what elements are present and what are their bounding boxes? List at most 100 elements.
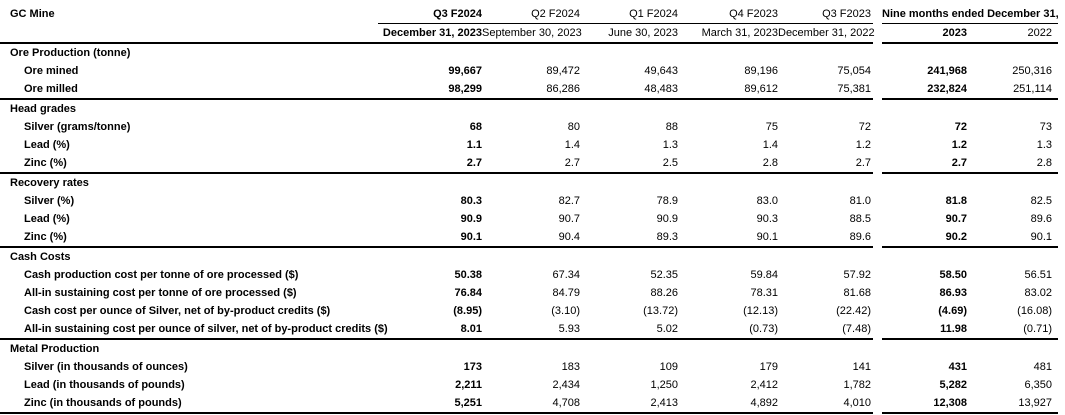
date-header: December 31, 2022 bbox=[778, 23, 875, 44]
cell-value: 67.34 bbox=[552, 269, 580, 281]
cell-value: 89,472 bbox=[546, 65, 580, 77]
date-header: June 30, 2023 bbox=[580, 23, 678, 44]
row-label: Lead (%) bbox=[24, 213, 70, 225]
column-gap bbox=[873, 266, 882, 284]
cell-value: 88 bbox=[665, 121, 678, 133]
column-gap bbox=[873, 376, 882, 394]
cell-value: 1.2 bbox=[855, 139, 871, 151]
section-header-row: Cash Costs bbox=[0, 247, 1058, 266]
cell-value: 84.79 bbox=[552, 287, 580, 299]
cell-value: 13,927 bbox=[967, 394, 1059, 414]
date-header: March 31, 2023 bbox=[678, 23, 778, 44]
column-gap bbox=[873, 358, 882, 376]
cell-value: 90.9 bbox=[460, 213, 482, 225]
section-label: Ore Production (tonne) bbox=[10, 47, 131, 59]
cell-value: 2.7 bbox=[482, 154, 580, 174]
cell-value: 72 bbox=[858, 121, 871, 133]
cell-value: 90.3 bbox=[756, 213, 778, 225]
period-header: Q4 F2023 bbox=[678, 4, 778, 24]
year-header: 2022 bbox=[967, 23, 1059, 44]
date-header: December 31, 2023 bbox=[378, 23, 482, 44]
column-gap bbox=[873, 136, 882, 154]
table-row: Zinc (%) 2.7 2.7 2.5 2.8 2.7 2.7 2.8 bbox=[0, 154, 1059, 174]
cell-value: (3.10) bbox=[551, 305, 580, 317]
cell-value: 2.7 bbox=[378, 154, 482, 174]
table-row: Zinc (%) 90.1 90.4 89.3 90.1 89.6 90.2 9… bbox=[0, 228, 1059, 248]
column-gap bbox=[873, 210, 882, 228]
cell-value: 1.3 bbox=[662, 139, 678, 151]
cell-value: 72 bbox=[954, 121, 967, 133]
cell-value: 48,483 bbox=[580, 80, 678, 100]
column-gap bbox=[873, 118, 882, 136]
cell-value: 89.6 bbox=[778, 228, 873, 248]
cell-value: 4,708 bbox=[482, 394, 580, 414]
row-label: Zinc (%) bbox=[0, 154, 378, 174]
cell-value: 89,612 bbox=[678, 80, 778, 100]
cell-value: 1.4 bbox=[564, 139, 580, 151]
section-label: Head grades bbox=[10, 103, 77, 115]
column-gap bbox=[873, 228, 882, 247]
cell-value: 2,211 bbox=[455, 379, 482, 391]
column-gap bbox=[873, 284, 882, 302]
cell-value: 2,434 bbox=[552, 379, 580, 391]
cell-value: 90.7 bbox=[945, 213, 967, 225]
cell-value: 73 bbox=[1039, 121, 1053, 133]
cell-value: 49,643 bbox=[644, 65, 678, 77]
cell-value: 431 bbox=[948, 361, 967, 373]
cell-value: (12.13) bbox=[743, 305, 778, 317]
row-label: Zinc (in thousands of pounds) bbox=[0, 394, 378, 414]
cell-value: (4.69) bbox=[938, 305, 967, 317]
row-label: Silver (in thousands of ounces) bbox=[24, 361, 188, 373]
cell-value: 80 bbox=[567, 121, 580, 133]
cell-value: 89.6 bbox=[1030, 213, 1053, 225]
period-header: Q2 F2024 bbox=[482, 4, 580, 24]
empty-corner bbox=[0, 23, 378, 44]
table-row: Silver (grams/tonne) 68 80 88 75 72 72 7… bbox=[0, 118, 1058, 136]
cell-value: 50.38 bbox=[454, 269, 482, 281]
row-label: All-in sustaining cost per tonne of ore … bbox=[24, 287, 297, 299]
table-row: Ore milled 98,299 86,286 48,483 89,612 7… bbox=[0, 80, 1059, 100]
cell-value: 75,381 bbox=[778, 80, 873, 100]
column-gap bbox=[873, 192, 882, 210]
cell-value: 89,196 bbox=[744, 65, 778, 77]
table-row: Silver (%) 80.3 82.7 78.9 83.0 81.0 81.8… bbox=[0, 192, 1058, 210]
cell-value: 5,282 bbox=[939, 379, 967, 391]
row-label: All-in sustaining cost per ounce of silv… bbox=[0, 320, 388, 340]
cell-value: 1,250 bbox=[650, 379, 678, 391]
table-row: Ore mined 99,667 89,472 49,643 89,196 75… bbox=[0, 62, 1058, 80]
cell-value: 82.7 bbox=[558, 195, 580, 207]
cell-value: 173 bbox=[463, 361, 482, 373]
cell-value: 6,350 bbox=[1024, 379, 1053, 391]
cell-value: 83.02 bbox=[1024, 287, 1053, 299]
cell-value: 56.51 bbox=[1024, 269, 1053, 281]
row-label: Cash production cost per tonne of ore pr… bbox=[24, 269, 299, 281]
cell-value: 250,316 bbox=[1012, 65, 1053, 77]
column-gap bbox=[873, 320, 882, 339]
cell-value: (22.42) bbox=[836, 305, 871, 317]
section-label: Recovery rates bbox=[10, 177, 89, 189]
cell-value: 81.0 bbox=[849, 195, 871, 207]
cell-value: 183 bbox=[561, 361, 580, 373]
cell-value: 179 bbox=[759, 361, 778, 373]
cell-value: 90.7 bbox=[558, 213, 580, 225]
cell-value: (7.48) bbox=[778, 320, 873, 340]
table-row: All-in sustaining cost per ounce of silv… bbox=[0, 320, 1059, 340]
cell-value: 76.84 bbox=[454, 287, 482, 299]
cell-value: 241,968 bbox=[927, 65, 967, 77]
cell-value: 1,782 bbox=[843, 379, 871, 391]
table-row: All-in sustaining cost per tonne of ore … bbox=[0, 284, 1058, 302]
cell-value: 8.01 bbox=[378, 320, 482, 340]
table-row: Lead (%) 90.9 90.7 90.9 90.3 88.5 90.7 8… bbox=[0, 210, 1058, 228]
period-header: Q3 F2023 bbox=[778, 4, 873, 24]
column-gap bbox=[873, 80, 882, 99]
section-header-row: Metal Production bbox=[0, 339, 1058, 358]
table-row: Lead (%) 1.1 1.4 1.3 1.4 1.2 1.2 1.3 bbox=[0, 136, 1058, 154]
section-label: Cash Costs bbox=[10, 251, 71, 263]
cell-value: 90.1 bbox=[678, 228, 778, 248]
row-label: Silver (%) bbox=[24, 195, 75, 207]
cell-value: 5,251 bbox=[378, 394, 482, 414]
year-header: 2023 bbox=[882, 23, 967, 44]
period-header-row: GC Mine Q3 F2024 Q2 F2024 Q1 F2024 Q4 F2… bbox=[0, 4, 1059, 24]
section-header-row: Head grades bbox=[0, 99, 1058, 118]
cell-value: 4,892 bbox=[678, 394, 778, 414]
